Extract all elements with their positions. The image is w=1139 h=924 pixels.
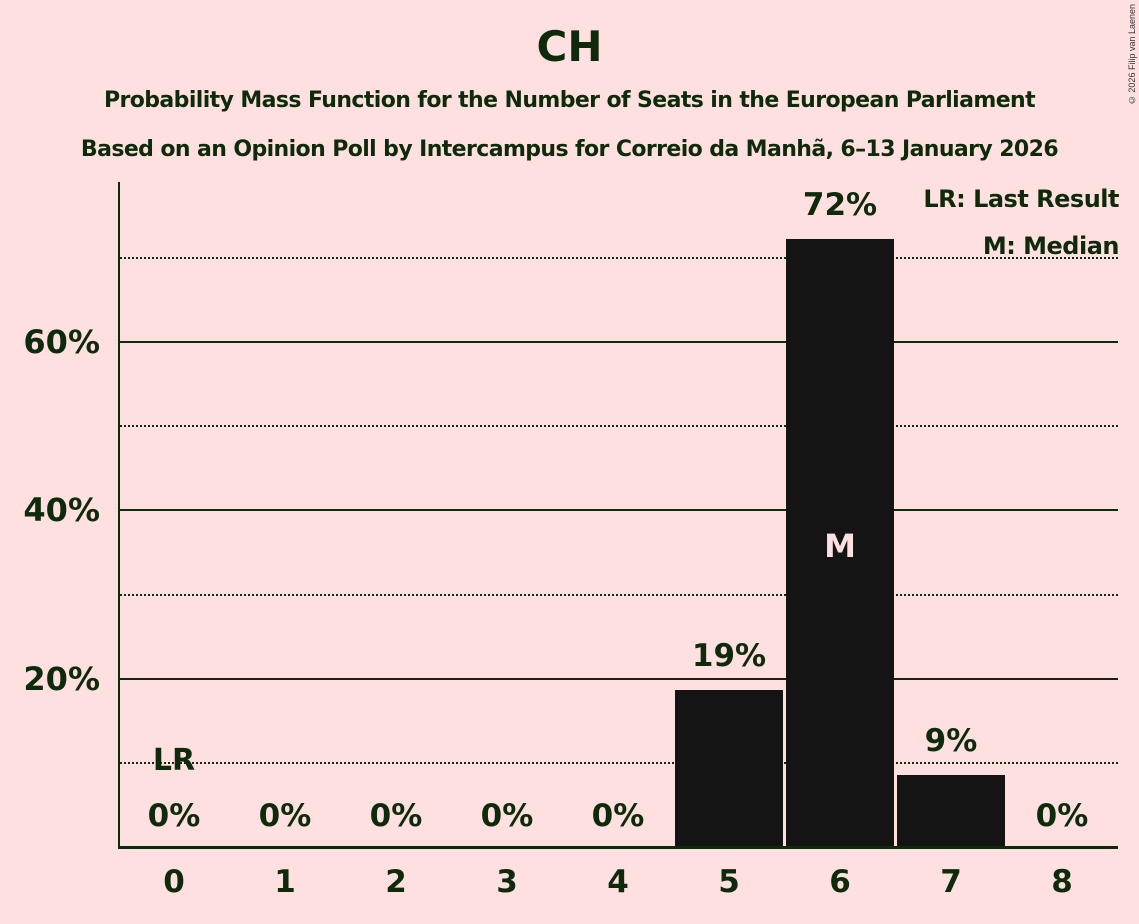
x-tick-7: 7 bbox=[940, 864, 962, 900]
median-marker: M bbox=[824, 527, 856, 565]
x-tick-0: 0 bbox=[163, 864, 185, 900]
copyright-notice: © 2026 Filip van Laenen bbox=[1127, 4, 1137, 106]
bar-label-6: 72% bbox=[802, 187, 878, 223]
x-tick-3: 3 bbox=[496, 864, 518, 900]
bar-7-seats bbox=[897, 775, 1005, 848]
bar-label-3: 0% bbox=[480, 798, 534, 834]
bar-label-7: 9% bbox=[924, 723, 978, 759]
x-tick-5: 5 bbox=[718, 864, 740, 900]
legend-last-result: LR: Last Result bbox=[923, 185, 1119, 213]
chart-subtitle-1: Probability Mass Function for the Number… bbox=[104, 88, 1036, 113]
bar-label-8: 0% bbox=[1035, 798, 1089, 834]
x-tick-1: 1 bbox=[274, 864, 296, 900]
x-tick-2: 2 bbox=[385, 864, 407, 900]
bar-label-4: 0% bbox=[591, 798, 645, 834]
gridline-40 bbox=[120, 509, 1118, 511]
y-tick-60: 60% bbox=[23, 323, 100, 361]
x-tick-8: 8 bbox=[1051, 864, 1073, 900]
bar-label-1: 0% bbox=[258, 798, 312, 834]
bar-label-2: 0% bbox=[369, 798, 423, 834]
chart-title: CH bbox=[536, 22, 603, 71]
gridline-50 bbox=[120, 425, 1118, 427]
gridline-20 bbox=[120, 678, 1118, 680]
gridline-70 bbox=[120, 257, 1118, 259]
y-axis bbox=[118, 182, 120, 849]
x-axis bbox=[118, 846, 1118, 849]
bar-6-seats bbox=[786, 239, 894, 848]
chart-subtitle-2: Based on an Opinion Poll by Intercampus … bbox=[80, 137, 1059, 162]
legend-median: M: Median bbox=[982, 232, 1120, 260]
bar-label-0: 0% bbox=[147, 798, 201, 834]
x-tick-4: 4 bbox=[607, 864, 629, 900]
bar-label-5: 19% bbox=[691, 638, 767, 674]
gridline-10 bbox=[120, 762, 1118, 764]
last-result-marker: LR bbox=[152, 743, 196, 778]
gridline-60 bbox=[120, 341, 1118, 343]
y-tick-20: 20% bbox=[23, 660, 100, 698]
y-tick-40: 40% bbox=[23, 491, 100, 529]
gridline-30 bbox=[120, 594, 1118, 596]
bar-5-seats bbox=[675, 690, 783, 848]
x-tick-6: 6 bbox=[829, 864, 851, 900]
